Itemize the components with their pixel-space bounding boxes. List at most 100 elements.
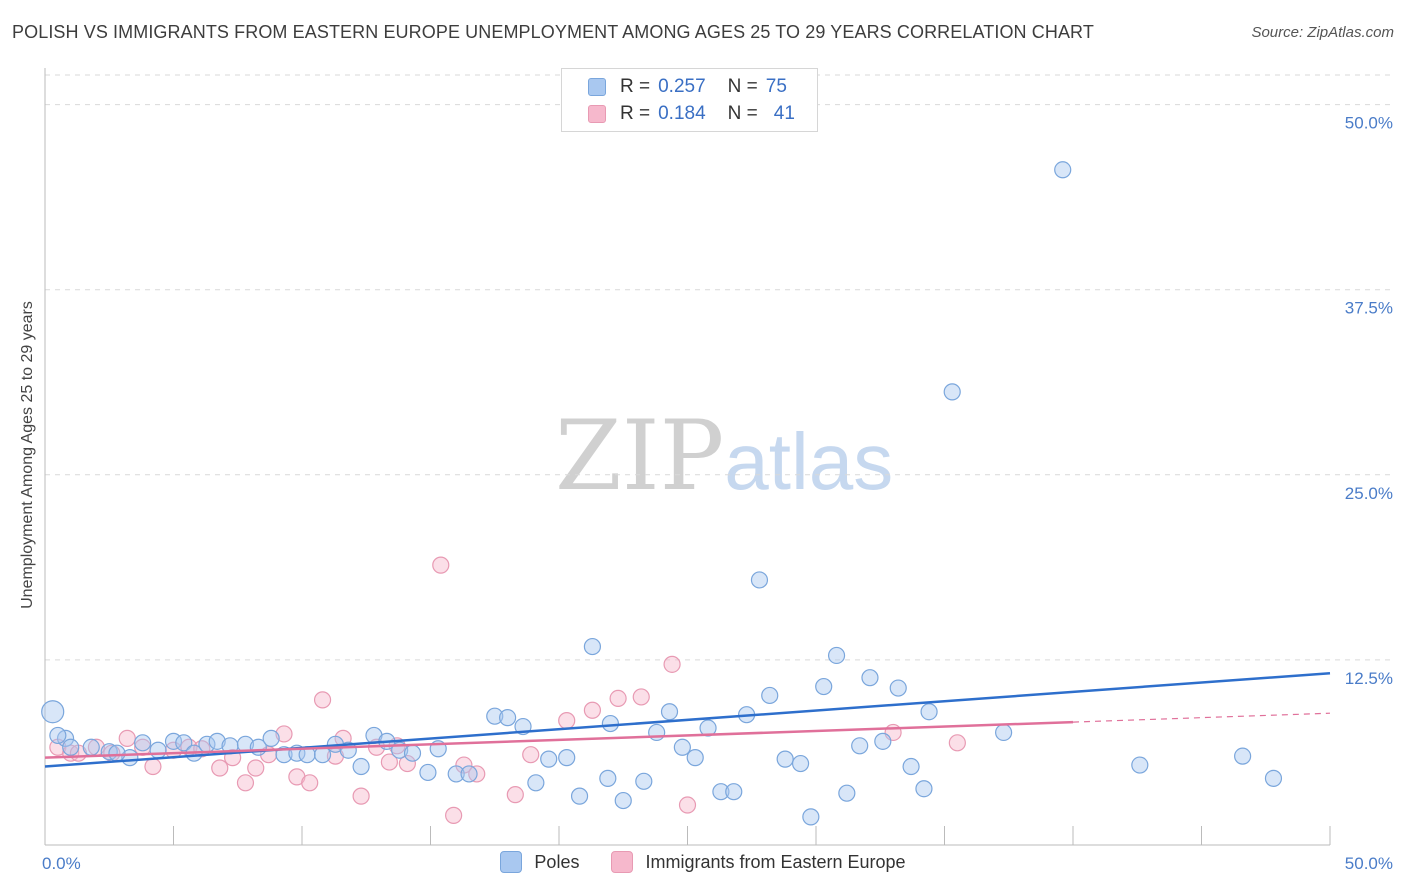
point-poles: [699, 719, 717, 737]
point-poles: [673, 738, 691, 756]
point-poles: [262, 729, 280, 747]
point-immigrants: [583, 701, 602, 719]
point-immigrants: [144, 757, 162, 776]
legend-label-poles: Poles: [534, 851, 580, 872]
point-poles: [134, 734, 152, 752]
point-poles: [635, 772, 653, 790]
chart-title: POLISH VS IMMIGRANTS FROM EASTERN EUROPE…: [12, 22, 1094, 42]
point-poles: [1054, 161, 1072, 179]
legend-n-value: 75: [765, 76, 787, 97]
point-poles: [725, 783, 743, 801]
point-poles: [902, 757, 920, 776]
axes: [44, 68, 1331, 846]
legend-swatch-immigrants: [588, 105, 606, 123]
point-poles: [41, 700, 65, 724]
point-poles: [1234, 747, 1252, 765]
legend-swatch-poles: [588, 78, 606, 96]
y-tick-label: 37.5%: [1345, 299, 1393, 318]
source-credit: Source: ZipAtlas.com: [1251, 24, 1394, 41]
point-poles: [686, 749, 704, 767]
legend-n-label: N =: [727, 76, 758, 97]
point-immigrants: [247, 759, 265, 777]
legend-r-value: 0.257: [658, 76, 706, 97]
y-tick-label: 50.0%: [1345, 114, 1393, 133]
point-poles: [149, 741, 167, 759]
point-poles: [712, 783, 730, 801]
point-poles: [648, 723, 666, 742]
point-poles: [352, 757, 370, 776]
y-tick-label: 12.5%: [1345, 669, 1393, 688]
legend-label-immigrants: Immigrants from Eastern Europe: [645, 851, 906, 872]
trend-line-immigrants: [44, 720, 1074, 759]
point-poles: [108, 744, 126, 762]
point-immigrants: [632, 688, 650, 706]
point-immigrants: [609, 689, 627, 708]
point-immigrants: [678, 796, 697, 814]
point-immigrants: [398, 754, 416, 773]
point-poles: [460, 765, 478, 783]
point-immigrants: [301, 774, 319, 792]
watermark-atlas: atlas: [724, 417, 894, 506]
trend-lines: [44, 671, 1331, 768]
legend-r-value: 0.184: [658, 103, 706, 124]
x-tick-label: 0.0%: [42, 854, 81, 873]
point-immigrants: [445, 806, 463, 824]
legend-r-label: R =: [620, 76, 651, 97]
point-immigrants: [236, 774, 255, 792]
point-poles: [660, 703, 679, 721]
point-poles: [527, 774, 545, 792]
point-poles: [776, 750, 794, 768]
point-poles: [861, 669, 879, 687]
legend-n-label: N =: [727, 103, 758, 124]
point-poles: [614, 791, 632, 810]
point-poles: [920, 703, 938, 721]
watermark: ZIPatlas: [555, 400, 893, 512]
grid-lines: [45, 74, 1395, 661]
legend-swatch-immigrants: [611, 851, 634, 873]
point-poles: [601, 714, 620, 733]
point-poles: [499, 709, 517, 727]
point-poles: [447, 765, 465, 783]
point-poles: [403, 744, 422, 762]
point-immigrants: [948, 734, 966, 752]
point-poles: [791, 754, 810, 773]
point-poles: [1264, 769, 1283, 787]
x-tick-label: 50.0%: [1345, 854, 1393, 873]
legend-swatch-poles: [500, 851, 523, 873]
point-poles: [838, 784, 856, 802]
point-immigrants: [432, 556, 450, 574]
point-immigrants: [118, 729, 136, 747]
point-poles: [82, 738, 100, 756]
watermark-zip: ZIP: [555, 400, 725, 512]
point-poles: [419, 763, 437, 782]
point-poles: [874, 732, 892, 750]
point-poles: [208, 732, 226, 750]
point-immigrants: [275, 725, 293, 743]
legend-item-poles: Poles: [500, 851, 579, 873]
point-poles: [49, 726, 67, 745]
point-immigrants: [352, 787, 370, 805]
legend-row-poles: R = 0.257 N = 75: [588, 75, 787, 99]
legend-series: Poles Immigrants from Eastern Europe: [0, 851, 1406, 873]
point-immigrants: [211, 759, 229, 777]
data-points: [41, 161, 1283, 826]
legend-item-immigrants: Immigrants from Eastern Europe: [611, 851, 906, 873]
point-poles: [915, 780, 933, 798]
tick-labels: 12.5% 25.0% 37.5% 50.0% 0.0% 50.0%: [42, 114, 1393, 873]
point-immigrants: [558, 712, 576, 730]
point-immigrants: [522, 746, 540, 764]
point-poles: [599, 769, 617, 787]
legend-n-value: 41: [773, 103, 795, 124]
point-poles: [750, 571, 769, 589]
point-poles: [62, 738, 80, 756]
point-immigrants: [313, 691, 332, 709]
point-poles: [570, 787, 589, 805]
point-immigrants: [663, 655, 681, 673]
legend-row-immigrants: R = 0.184 N = 41: [588, 102, 795, 126]
point-poles: [540, 750, 558, 768]
point-poles: [802, 808, 820, 826]
point-poles: [995, 723, 1013, 742]
point-poles: [827, 646, 846, 665]
point-poles: [486, 707, 504, 725]
